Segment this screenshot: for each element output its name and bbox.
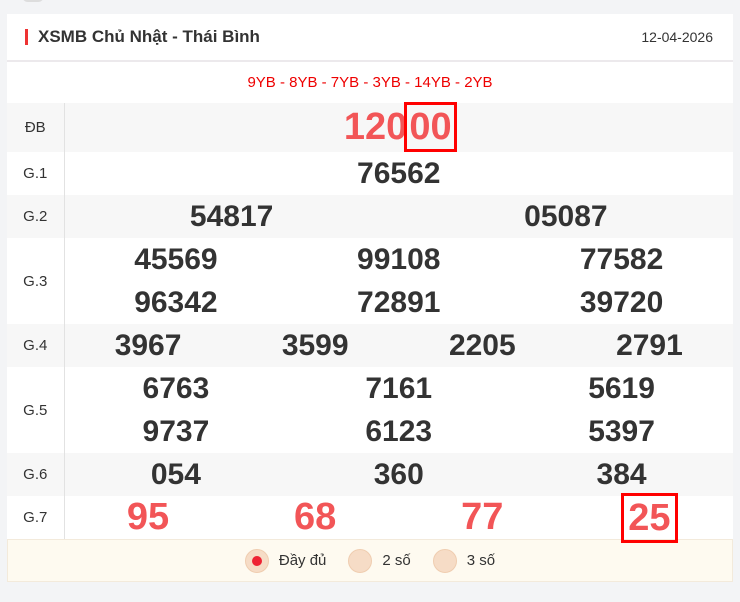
option-label: Đầy đủ [278,552,327,569]
prize-row: G.5 6763 7161 5619 9737 6123 5397 [7,367,733,453]
prize-number: 77 [461,496,504,538]
prize-row: G.3 45569 99108 77582 96342 72891 39720 [7,238,733,324]
prize-label: G.5 [7,367,65,453]
display-option-radio[interactable]: 2 số [348,548,411,573]
prize-number: 95 [126,496,170,538]
title-accent-bar [25,29,28,45]
display-option-radio[interactable]: 3 số [432,548,496,573]
prize-label: G.2 [7,195,65,238]
prize-number: 7161 [365,372,433,405]
prize-number: 45569 [134,243,218,276]
prize-label: G.6 [7,453,65,496]
prize-row: G.2 54817 05087 [7,195,733,238]
prize-number: 6123 [365,415,433,448]
prize-number: 25 [566,493,733,543]
prize-number: 9737 [142,415,210,448]
prize-number: 5619 [588,372,655,405]
prize-number: 384 [596,458,647,491]
prize-number: 96342 [134,286,218,319]
prize-number: 5397 [588,415,655,448]
prize-number: 54817 [189,200,274,233]
highlighted-digits: 00 [404,102,457,152]
radio-icon[interactable] [244,548,269,573]
prize-number: 2791 [616,329,683,362]
title-text: XSMB Chủ Nhật - Thái Bình [38,27,260,46]
display-option-radio[interactable]: Đầy đủ [244,548,327,573]
panel-title: XSMB Chủ Nhật - Thái Bình [25,27,260,47]
prize-number: 6763 [142,372,210,405]
prize-number: 72891 [357,286,441,319]
prize-label: G.4 [7,324,65,367]
ticket-codes: 9YB - 8YB - 7YB - 3YB - 14YB - 2YB [247,74,493,91]
prize-label: G.7 [7,496,65,539]
prize-number: 2205 [448,329,516,362]
radio-icon[interactable] [432,548,457,573]
prize-number: 39720 [579,286,664,319]
top-tab [22,0,44,2]
prize-number: 12000 [343,102,457,152]
radio-icon[interactable] [348,548,373,573]
prize-row: G.1 76562 [7,152,733,195]
highlighted-number: 25 [621,493,678,543]
prize-number: 77582 [579,243,664,276]
prize-row: ĐB 12000 [7,102,733,152]
prize-number: 99108 [357,243,441,276]
panel-header: XSMB Chủ Nhật - Thái Bình 12-04-2026 [7,14,733,62]
prize-row: G.4 3967 3599 2205 2791 [7,324,733,367]
prize-number: 76562 [357,157,441,190]
prize-number: 68 [294,496,337,538]
prize-label: ĐB [7,103,65,152]
prize-label: G.3 [7,238,65,324]
results-panel: XSMB Chủ Nhật - Thái Bình 12-04-2026 9YB… [7,14,733,582]
prize-number: 054 [150,458,201,491]
prize-label: G.1 [7,152,65,195]
draw-date: 12-04-2026 [641,29,713,45]
option-label: 2 số [382,552,411,569]
display-options: Đầy đủ 2 số 3 số [7,539,733,582]
prize-row: G.6 054 360 384 [7,453,733,496]
prize-number: 3967 [114,329,182,362]
prize-row: G.7 95 68 77 25 [7,493,733,543]
prize-number: 05087 [524,200,608,233]
option-label: 3 số [466,552,496,569]
prize-number: 3599 [281,329,349,362]
prize-number: 360 [373,458,424,491]
results-table: ĐB 12000 G.1 76562 G.2 54817 05087 G.3 45569 9910… [7,102,733,543]
